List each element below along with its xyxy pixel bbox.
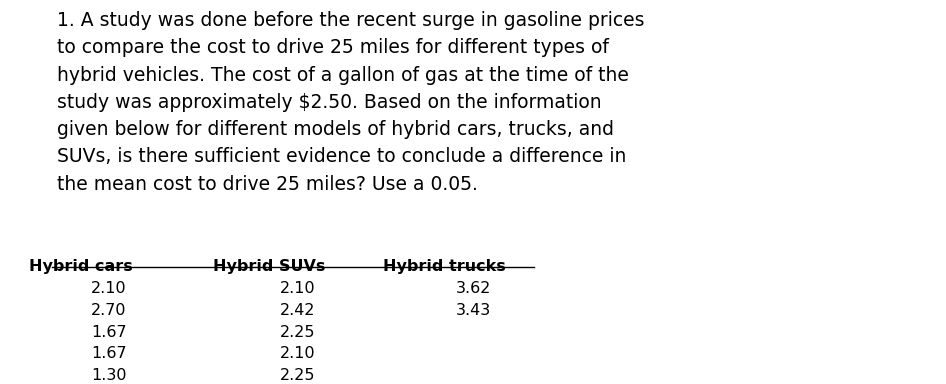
Text: 3.62: 3.62: [455, 281, 491, 296]
Text: Hybrid trucks: Hybrid trucks: [383, 259, 506, 274]
Text: 2.25: 2.25: [280, 368, 316, 383]
Text: 1.67: 1.67: [91, 346, 127, 361]
Text: Hybrid cars: Hybrid cars: [28, 259, 132, 274]
Text: 2.10: 2.10: [280, 346, 316, 361]
Text: 1. A study was done before the recent surge in gasoline prices
to compare the co: 1. A study was done before the recent su…: [57, 11, 644, 194]
Text: 1.67: 1.67: [91, 325, 127, 340]
Text: 3.43: 3.43: [455, 303, 491, 318]
Text: 2.25: 2.25: [280, 325, 316, 340]
Text: 2.70: 2.70: [91, 303, 127, 318]
Text: 2.10: 2.10: [91, 281, 127, 296]
Text: Hybrid SUVs: Hybrid SUVs: [214, 259, 325, 274]
Text: 2.42: 2.42: [280, 303, 316, 318]
Text: 1.30: 1.30: [91, 368, 127, 383]
Text: 2.10: 2.10: [280, 281, 316, 296]
